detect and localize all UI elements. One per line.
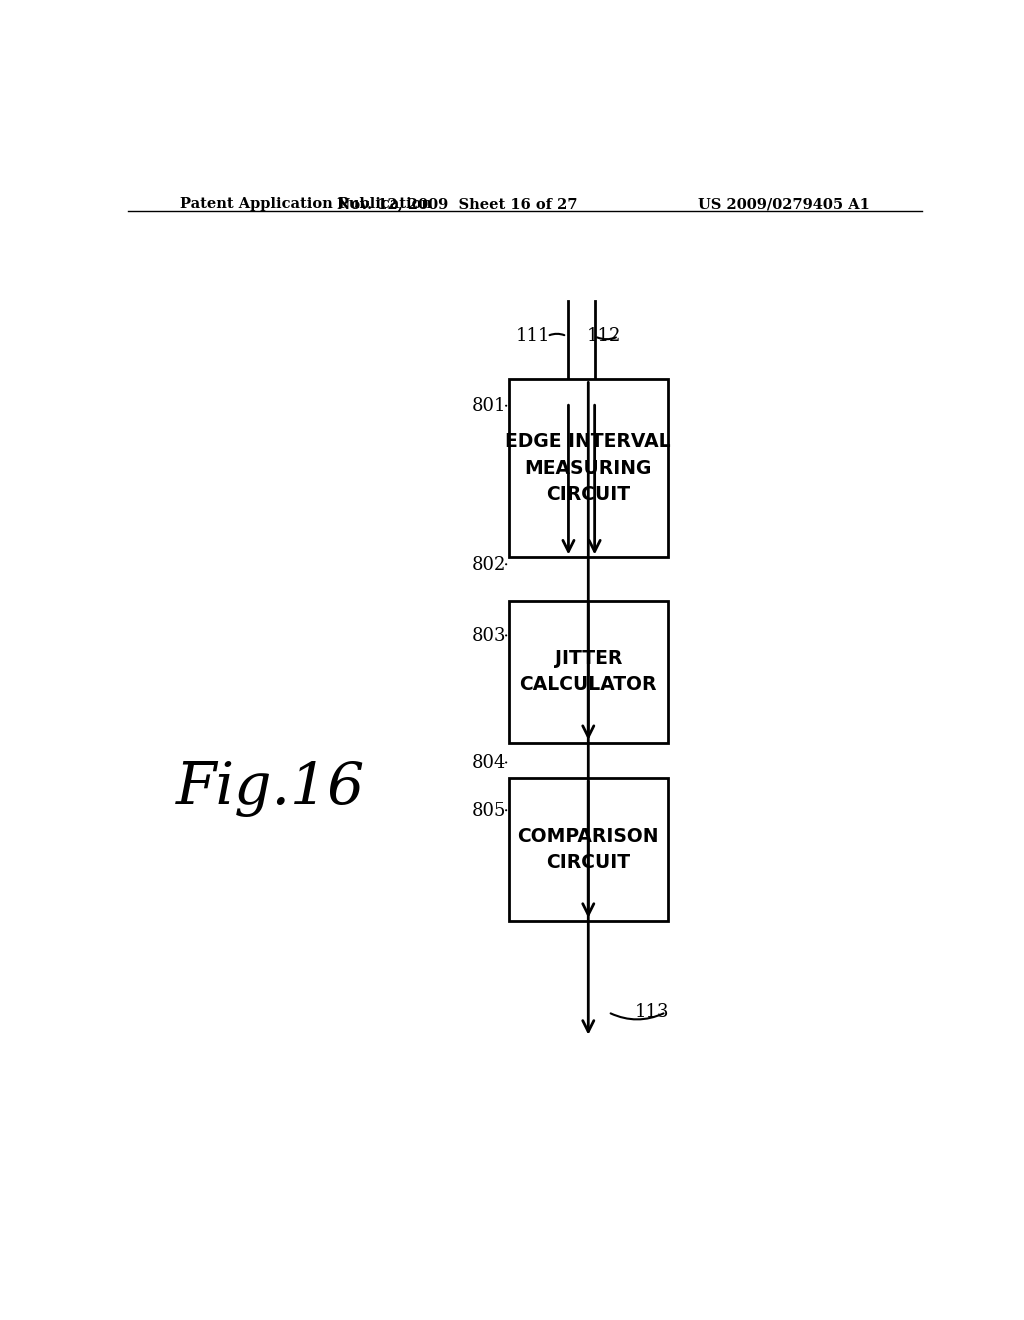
Text: EDGE INTERVAL
MEASURING
CIRCUIT: EDGE INTERVAL MEASURING CIRCUIT — [506, 433, 671, 504]
Text: 802: 802 — [472, 556, 506, 574]
Text: COMPARISON
CIRCUIT: COMPARISON CIRCUIT — [517, 826, 659, 873]
Bar — [509, 379, 668, 557]
Text: Fig.16: Fig.16 — [176, 760, 366, 817]
Text: 805: 805 — [472, 803, 506, 820]
Text: 113: 113 — [635, 1003, 669, 1022]
Bar — [509, 601, 668, 743]
Text: 801: 801 — [472, 397, 506, 416]
Text: JITTER
CALCULATOR: JITTER CALCULATOR — [519, 649, 657, 694]
Text: Nov. 12, 2009  Sheet 16 of 27: Nov. 12, 2009 Sheet 16 of 27 — [337, 197, 578, 211]
Bar — [509, 779, 668, 921]
Text: Patent Application Publication: Patent Application Publication — [179, 197, 431, 211]
Text: 804: 804 — [472, 754, 506, 772]
Text: 111: 111 — [515, 327, 550, 346]
Text: 112: 112 — [587, 327, 622, 346]
Text: 803: 803 — [472, 627, 506, 645]
Text: US 2009/0279405 A1: US 2009/0279405 A1 — [698, 197, 870, 211]
